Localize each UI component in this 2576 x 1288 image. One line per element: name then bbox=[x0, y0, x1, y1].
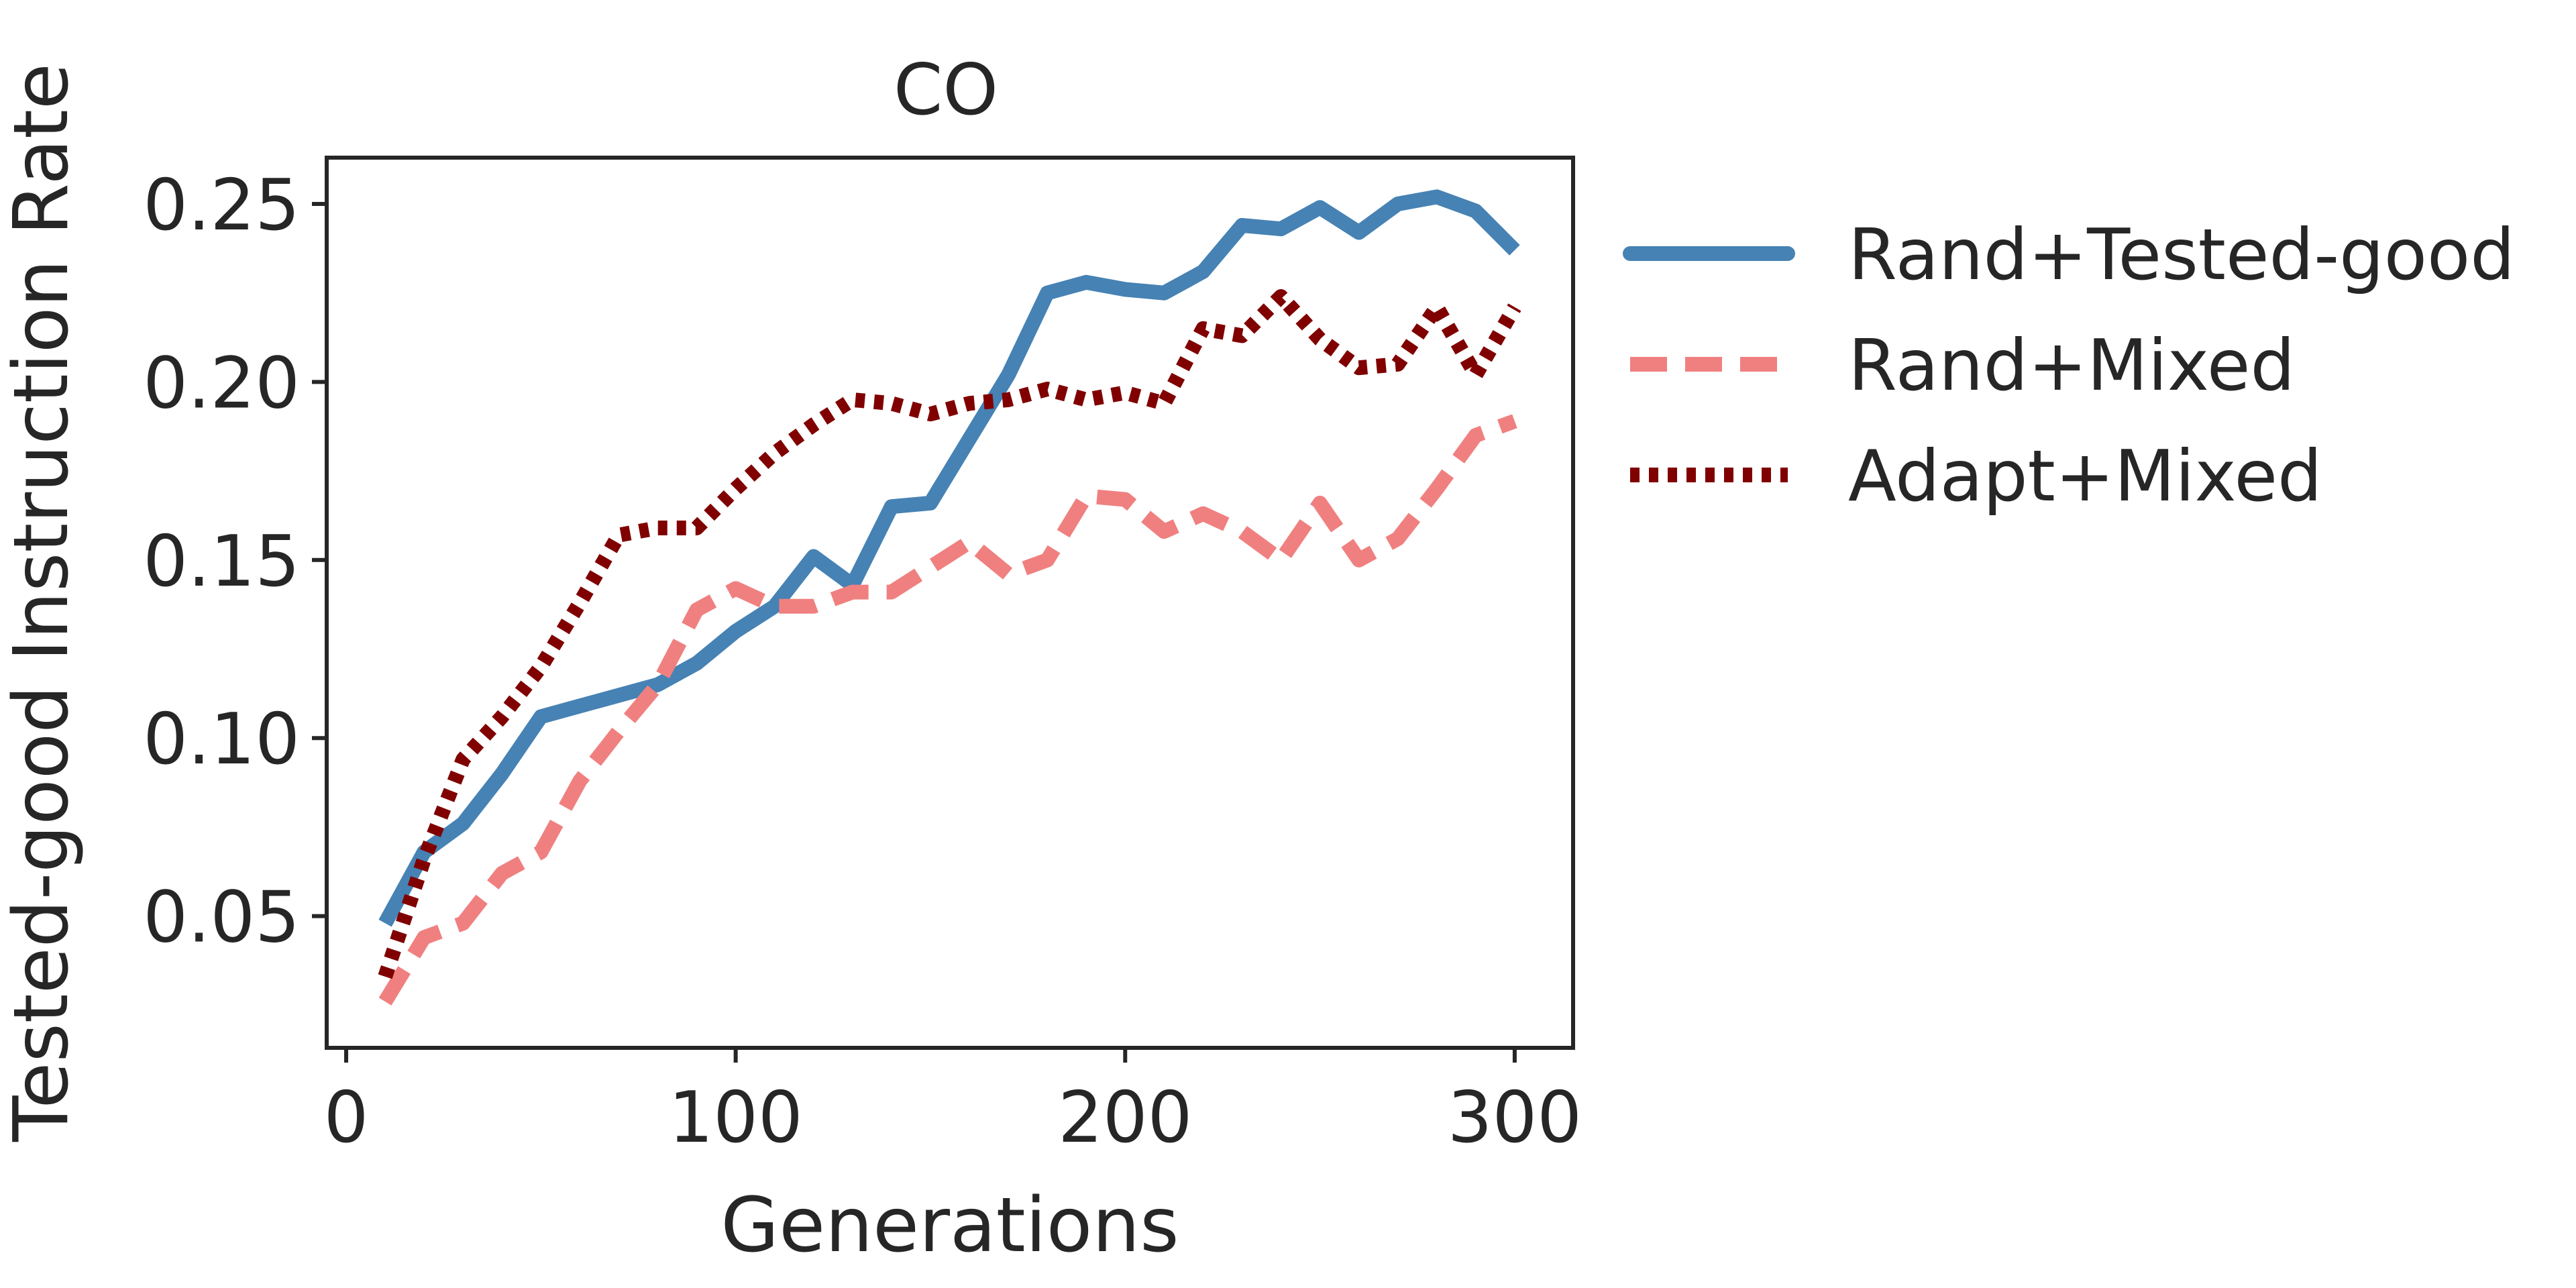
y-tick-label: 0.25 bbox=[143, 164, 300, 246]
y-tick-label: 0.10 bbox=[143, 698, 300, 780]
y-tick-label: 0.05 bbox=[143, 877, 300, 959]
x-tick-label: 0 bbox=[324, 1077, 369, 1159]
x-axis: 0 100 200 300 bbox=[324, 1048, 1582, 1159]
series-line-2 bbox=[378, 414, 1517, 1006]
x-tick-label: 300 bbox=[1448, 1077, 1582, 1159]
x-axis-label: Generations bbox=[720, 1182, 1179, 1269]
chart-title: CO bbox=[894, 49, 998, 131]
legend-label-3: Adapt+Mixed bbox=[1848, 435, 2322, 517]
y-tick-label: 0.20 bbox=[143, 342, 300, 424]
series-layer bbox=[378, 189, 1521, 1006]
y-tick-label: 0.15 bbox=[143, 521, 300, 602]
series-line-1 bbox=[378, 189, 1520, 927]
x-tick-label: 100 bbox=[668, 1077, 802, 1159]
legend: Rand+Tested-good Rand+Mixed Adapt+Mixed bbox=[1623, 214, 2515, 517]
legend-label-1: Rand+Tested-good bbox=[1848, 214, 2515, 296]
legend-label-2: Rand+Mixed bbox=[1848, 325, 2295, 407]
plot-area bbox=[325, 156, 1575, 1050]
y-axis-label: Tested-good Instruction Rate bbox=[0, 63, 85, 1142]
series-line-3 bbox=[378, 289, 1521, 979]
y-axis: 0.05 0.10 0.15 0.20 0.25 bbox=[143, 164, 327, 959]
plot-frame bbox=[325, 156, 1575, 1050]
x-tick-label: 200 bbox=[1058, 1077, 1192, 1159]
